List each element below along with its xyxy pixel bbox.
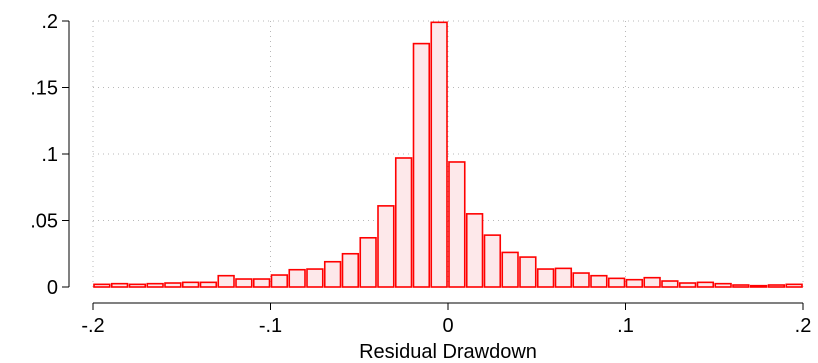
- histogram-bar: [110, 282, 129, 288]
- y-tick-label: .05: [30, 211, 58, 233]
- histogram-bar: [767, 284, 786, 288]
- histogram-bar: [732, 284, 750, 288]
- histogram-bar: [465, 213, 484, 288]
- histogram-bar: [394, 157, 413, 288]
- histogram-bar: [323, 260, 342, 288]
- x-tick-label: -.1: [259, 315, 282, 337]
- y-tick-label: .15: [30, 78, 58, 100]
- histogram-bar: [128, 283, 147, 288]
- histogram-bar: [483, 234, 502, 288]
- x-tick-label: 0: [442, 315, 453, 337]
- x-tick-label: .1: [617, 315, 634, 337]
- histogram-bar: [625, 278, 644, 288]
- y-tick-label: 0: [47, 277, 58, 299]
- histogram-bar: [678, 282, 697, 288]
- histogram-bar: [288, 268, 306, 288]
- histogram-bar: [252, 278, 271, 288]
- histogram-bar: [164, 282, 182, 288]
- x-axis-title: Residual Drawdown: [359, 341, 537, 363]
- histogram-bar: [235, 278, 253, 288]
- x-tick-label: .2: [795, 315, 812, 337]
- histogram-bar: [146, 282, 164, 288]
- histogram-bar: [714, 282, 732, 288]
- ticks-layer: 0 .05 .1 .15 .2 -.2 -.1 0 .1 .2: [30, 11, 811, 337]
- histogram-bar: [696, 281, 715, 288]
- histogram-bar: [572, 272, 590, 288]
- histogram-bar: [519, 256, 537, 288]
- histogram-bar: [359, 236, 377, 288]
- histogram-bar: [536, 268, 555, 288]
- histogram-bar: [93, 283, 111, 288]
- y-tick-label: .2: [41, 11, 58, 33]
- histogram-bar: [448, 161, 466, 288]
- histogram-bar: [199, 281, 218, 288]
- histogram-bar: [785, 283, 803, 288]
- histogram-bar: [306, 268, 324, 288]
- y-tick-label: .1: [41, 144, 58, 166]
- histogram-bar: [377, 205, 395, 288]
- histogram-bar: [661, 280, 679, 288]
- histogram-bar: [607, 277, 626, 288]
- histogram-bar: [412, 42, 431, 288]
- histogram-bar: [270, 274, 289, 288]
- histogram-bar: [501, 251, 519, 288]
- histogram-bar: [554, 267, 573, 288]
- x-tick-label: -.2: [81, 315, 104, 337]
- histogram-bar: [217, 274, 235, 288]
- histogram-bar: [430, 21, 448, 288]
- histogram-bar: [341, 252, 360, 288]
- bars-layer: [93, 21, 803, 288]
- histogram-bar: [181, 281, 200, 288]
- grid-layer: [92, 20, 804, 287]
- histogram-bar: [749, 284, 768, 288]
- histogram-bar: [590, 274, 608, 288]
- histogram-bar: [643, 276, 661, 288]
